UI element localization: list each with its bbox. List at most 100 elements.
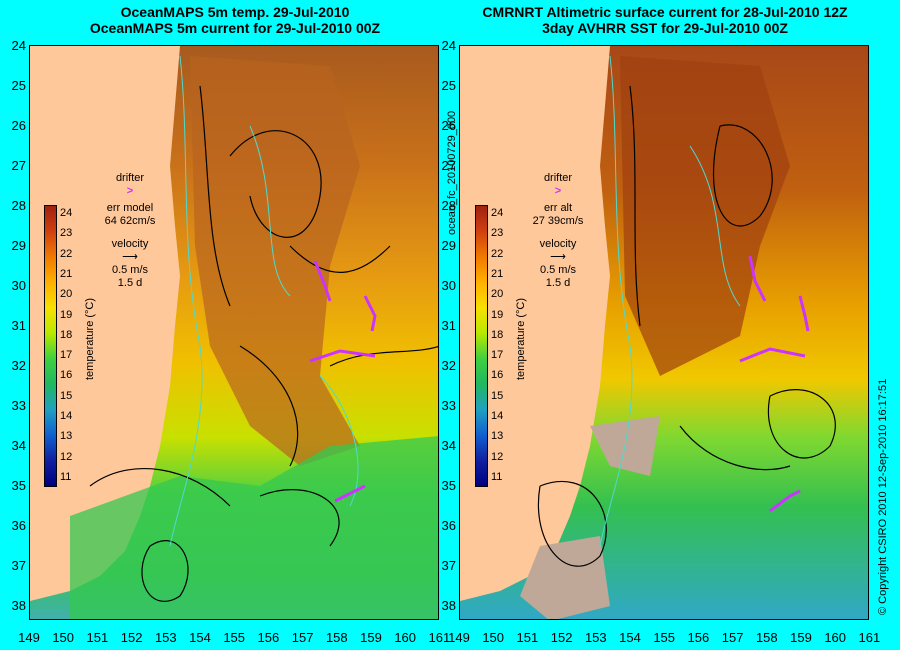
right-y-tick-label: 25 [441,78,456,93]
colorbar-tick-label: 14 [60,410,73,422]
right-y-tick-label: 29 [441,238,456,253]
right-y-tick-label: 26 [441,118,456,133]
left-y-tick-label: 25 [11,78,26,93]
left-panel-title: OceanMAPS 5m temp. 29-Jul-2010 OceanMAPS… [30,4,440,36]
right-y-tick-label: 33 [441,398,456,413]
right-y-tick-label: 27 [441,158,456,173]
colorbar-tick-label: 16 [491,369,504,382]
colorbar-tick-label: 14 [491,410,504,422]
colorbar-tick-label: 13 [60,430,73,443]
colorbar-tick-label: 20 [491,288,504,301]
left-y-tick-label: 29 [11,238,26,253]
colorbar-tick-label: 13 [491,430,504,443]
colorbar-tick-label: 16 [60,369,73,382]
right-x-tick-label: 150 [482,630,505,645]
right-x-tick-label: 152 [550,630,573,645]
right-panel-title: CMRNRT Altimetric surface current for 28… [460,4,870,36]
left-map-svg [30,46,438,619]
right-drifter-tracks [739,255,810,513]
colorbar-tick-label: 11 [491,470,503,483]
drifter-chevron-icon: > [554,185,562,197]
left-streamlines [89,85,438,602]
left-x-tick-label: 160 [394,630,417,645]
right-y-tick-label: 36 [441,518,456,533]
left-y-tick-label: 24 [11,38,26,53]
right-legend-velocity: velocity [539,238,577,250]
left-x-tick-label: 154 [189,630,211,645]
left-y-tick-label: 38 [11,598,26,613]
left-y-tick-label: 31 [11,318,26,333]
colorbar-tick-label: 18 [491,328,504,341]
right-x-tick-label: 153 [584,630,607,645]
right-y-tick-label: 35 [441,478,456,493]
left-map [29,45,439,620]
right-colorbar-title: temperature (°C) [515,297,527,380]
colorbar-tick-label: 17 [60,349,73,362]
left-legend: drifter > err model 64 62cm/s velocity ⟶… [100,172,160,290]
right-map [459,45,869,620]
left-y-tick-label: 27 [11,158,26,173]
left-legend-speed: 0.5 m/s [111,264,149,276]
left-y-tick-label: 37 [11,558,26,573]
right-x-tick-label: 149 [448,630,470,645]
left-x-tick-label: 158 [325,630,348,645]
left-x-tick-label: 155 [223,630,246,645]
right-warm-core [620,56,790,376]
left-title-line2: OceanMAPS 5m current for 29-Jul-2010 00Z [89,20,381,36]
right-legend-err-value: 27 39cm/s [532,215,584,227]
colorbar-tick-label: 17 [491,349,504,362]
colorbar-tick-label: 22 [60,247,73,260]
colorbar-tick-label: 20 [60,288,73,301]
colorbar-tick-label: 15 [60,389,73,402]
right-colorbar [475,205,488,487]
left-south-green [70,436,438,619]
left-y-tick-label: 36 [11,518,26,533]
colorbar-tick-label: 24 [491,207,504,219]
colorbar-tick-label: 23 [491,227,504,240]
right-contours [599,55,741,547]
left-legend-drifter: drifter [115,172,145,184]
right-legend-speed: 0.5 m/s [539,264,577,276]
left-legend-duration: 1.5 d [117,277,143,289]
colorbar-tick-label: 21 [60,267,73,280]
right-x-tick-label: 158 [755,630,778,645]
left-colorbar [44,205,57,487]
right-cloud-patch-2 [520,536,610,619]
left-x-tick-label: 150 [52,630,75,645]
right-x-tick-label: 160 [824,630,847,645]
left-drifter-tracks [309,260,377,503]
colorbar-tick-label: 12 [491,450,504,463]
side-label: ocean_fc_20100729_000 [446,110,458,235]
left-x-tick-label: 152 [120,630,143,645]
colorbar-tick-label: 19 [491,308,504,321]
right-x-tick-label: 157 [721,630,744,645]
left-x-tick-label: 156 [257,630,280,645]
right-y-tick-label: 24 [441,38,456,53]
copyright-label: © Copyright CSIRO 2010 12-Sep-2010 16:17… [877,378,889,615]
left-legend-err-value: 64 62cm/s [104,215,156,227]
right-streamlines [537,85,836,567]
right-y-tick-label: 28 [441,198,456,213]
right-y-tick-label: 34 [441,438,456,453]
left-x-tick-label: 161 [428,630,451,645]
left-warm-core [190,56,360,466]
velocity-arrow-icon: ⟶ [122,251,138,263]
left-y-tick-label: 30 [11,278,26,293]
right-legend-drifter: drifter [543,172,573,184]
left-x-tick-label: 157 [291,630,314,645]
colorbar-tick-label: 12 [60,450,73,463]
right-y-tick-label: 31 [441,318,456,333]
colorbar-tick-label: 11 [60,470,72,483]
right-x-tick-label: 156 [687,630,710,645]
right-y-tick-label: 32 [441,358,456,373]
left-legend-err-label: err model [106,202,154,214]
right-y-tick-label: 38 [441,598,456,613]
right-x-tick-label: 151 [516,630,539,645]
left-x-tick-label: 151 [86,630,109,645]
left-y-tick-label: 34 [11,438,26,453]
colorbar-tick-label: 18 [60,328,73,341]
right-x-tick-label: 159 [790,630,812,645]
right-title-line2: 3day AVHRR SST for 29-Jul-2010 00Z [542,20,788,36]
colorbar-tick-label: 15 [491,389,504,402]
right-y-tick-label: 30 [441,278,456,293]
